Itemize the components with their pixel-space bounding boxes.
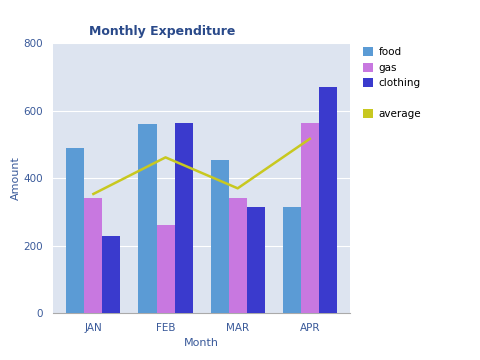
Bar: [102, 235, 120, 313]
Legend: food, gas, clothing, , average: food, gas, clothing, , average: [359, 43, 425, 123]
Bar: [283, 207, 301, 313]
Bar: [138, 124, 156, 313]
Bar: [66, 148, 84, 313]
Bar: [175, 122, 192, 313]
Bar: [211, 159, 228, 313]
Bar: [156, 225, 175, 313]
Bar: [247, 207, 265, 313]
Bar: [319, 87, 337, 313]
Y-axis label: Amount: Amount: [11, 156, 21, 200]
Bar: [84, 198, 102, 313]
Text: Monthly Expenditure: Monthly Expenditure: [88, 25, 235, 38]
X-axis label: Month: Month: [184, 338, 219, 348]
Bar: [228, 198, 247, 313]
Bar: [301, 122, 319, 313]
